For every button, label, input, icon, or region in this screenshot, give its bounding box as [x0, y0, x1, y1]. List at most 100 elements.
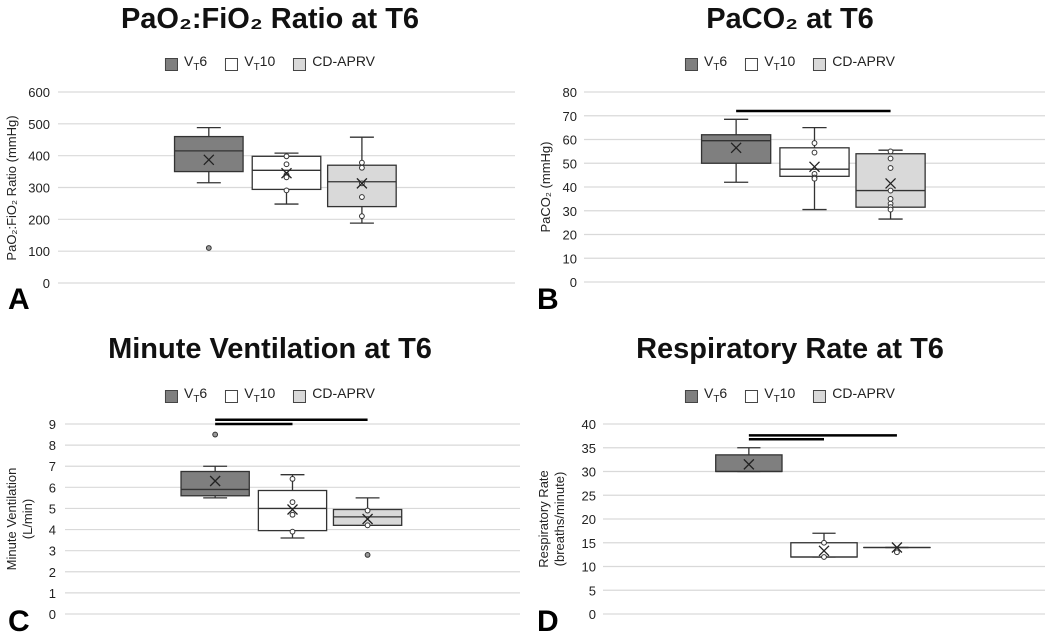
outlier-point — [205, 245, 212, 251]
mean-marker — [281, 167, 292, 179]
panel-letter: D — [537, 605, 559, 638]
y-tick-label: 30 — [563, 204, 577, 219]
y-axis-label: Minute Ventilation (L/min) — [4, 468, 36, 571]
mean-marker — [203, 154, 215, 166]
y-tick-label: 25 — [582, 488, 596, 503]
legend: VT6 VT10 CD-APRV — [164, 52, 375, 77]
y-tick-label: 10 — [563, 251, 577, 266]
y-tick-label: 5 — [589, 583, 596, 598]
y-tick-label: 0 — [49, 607, 56, 622]
data-point — [887, 187, 894, 194]
data-point — [364, 507, 371, 514]
legend-item: CD-APRV — [293, 52, 375, 77]
mean-marker — [362, 513, 374, 525]
box-vt6 — [700, 134, 772, 164]
mean-marker — [287, 504, 298, 515]
legend-swatch — [684, 389, 698, 403]
y-tick-label: 60 — [563, 133, 577, 148]
data-point — [364, 522, 371, 529]
mean-marker — [743, 458, 755, 470]
chart-title: PaCO₂ at T6 — [706, 3, 874, 35]
legend-label: CD-APRV — [832, 385, 896, 401]
legend: VT6 VT10 CD-APRV — [684, 52, 895, 77]
y-tick-label: 80 — [563, 85, 577, 100]
legend-item: CD-APRV — [293, 384, 375, 409]
mean-marker — [209, 475, 221, 487]
data-point — [359, 159, 365, 166]
mean-marker — [885, 177, 897, 189]
y-tick-label: 500 — [28, 117, 50, 132]
legend-swatch — [813, 389, 827, 403]
y-tick-label: 300 — [28, 181, 50, 196]
y-axis-label-line: (breaths/minute) — [552, 471, 567, 567]
y-tick-label: 8 — [49, 438, 56, 453]
data-point — [359, 213, 365, 220]
y-tick-label: 20 — [582, 512, 596, 527]
y-tick-label: 4 — [49, 523, 56, 538]
legend: VT6 VT10 CD-APRV — [684, 384, 895, 409]
box-vt10 — [257, 489, 328, 532]
data-point — [887, 195, 894, 202]
legend-label: CD-APRV — [832, 53, 896, 69]
y-tick-label: 15 — [582, 536, 596, 551]
y-axis-label-line: (L/min) — [20, 498, 35, 540]
data-point — [821, 554, 827, 560]
y-tick-label: 30 — [582, 465, 596, 480]
outlier-point — [212, 431, 219, 438]
legend-swatch — [164, 57, 178, 71]
legend-label: VT6 — [183, 385, 208, 405]
data-point — [289, 475, 296, 482]
legend-item: VT10 — [745, 384, 795, 409]
mean-marker — [891, 542, 903, 553]
y-axis-label-line: PaCO₂ (mmHg) — [538, 141, 553, 233]
data-point — [811, 140, 818, 146]
box-vt6 — [715, 454, 783, 473]
data-point — [289, 499, 296, 506]
data-point — [283, 187, 290, 194]
legend-swatch — [745, 389, 759, 403]
legend-item: CD-APRV — [813, 384, 895, 409]
y-axis-label: PaO₂:FiO₂ Ratio (mmHg) — [4, 115, 20, 260]
data-point — [283, 174, 290, 181]
y-tick-label: 0 — [589, 607, 596, 622]
chart-title: Respiratory Rate at T6 — [636, 333, 944, 365]
data-point — [887, 206, 894, 213]
y-tick-label: 0 — [43, 276, 50, 291]
y-axis-label-line: Minute Ventilation — [4, 467, 19, 571]
y-tick-label: 40 — [563, 180, 577, 195]
legend-swatch — [225, 57, 239, 71]
legend-label: CD-APRV — [312, 385, 376, 401]
y-tick-label: 40 — [582, 417, 596, 432]
legend-item: VT6 — [684, 52, 727, 77]
panel-letter: C — [8, 605, 30, 638]
data-point — [289, 528, 296, 535]
data-point — [811, 149, 818, 156]
y-tick-label: 50 — [563, 156, 577, 171]
y-tick-label: 10 — [582, 560, 596, 575]
legend-label: VT10 — [764, 385, 796, 405]
legend-item: VT10 — [745, 52, 795, 77]
box-vt6 — [180, 470, 250, 497]
legend-label: VT10 — [764, 53, 796, 73]
mean-marker — [730, 142, 742, 154]
y-tick-label: 200 — [28, 212, 50, 227]
y-tick-label: 6 — [49, 480, 56, 495]
legend-item: VT10 — [225, 384, 275, 409]
data-point — [283, 153, 290, 160]
data-point — [821, 539, 827, 546]
y-tick-label: 9 — [49, 417, 56, 432]
y-tick-label: 7 — [49, 459, 56, 474]
data-point — [283, 161, 290, 168]
y-axis-label: Respiratory Rate (breaths/minute) — [536, 470, 568, 568]
legend-item: CD-APRV — [813, 52, 895, 77]
y-tick-label: 70 — [563, 109, 577, 124]
legend-swatch — [745, 57, 759, 71]
legend-item: VT10 — [225, 52, 275, 77]
y-tick-label: 3 — [49, 544, 56, 559]
y-tick-label: 600 — [28, 85, 50, 100]
y-tick-label: 2 — [49, 565, 56, 580]
legend-label: VT6 — [703, 385, 728, 405]
chart-title: Minute Ventilation at T6 — [108, 333, 432, 365]
